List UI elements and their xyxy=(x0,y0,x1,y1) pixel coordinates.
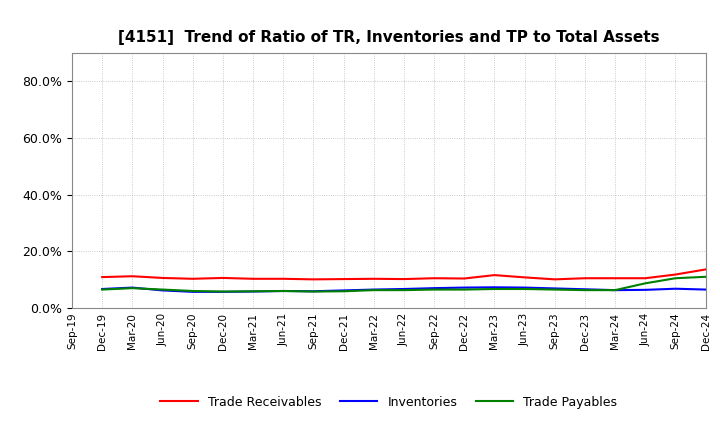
Trade Receivables xyxy=(641,275,649,281)
Trade Receivables xyxy=(98,275,107,280)
Legend: Trade Receivables, Inventories, Trade Payables: Trade Receivables, Inventories, Trade Pa… xyxy=(155,391,623,414)
Trade Receivables xyxy=(189,276,197,282)
Inventories xyxy=(128,285,137,290)
Trade Receivables xyxy=(309,277,318,282)
Trade Receivables xyxy=(400,276,408,282)
Trade Payables xyxy=(189,288,197,293)
Trade Receivables xyxy=(219,275,228,281)
Trade Receivables xyxy=(369,276,378,282)
Trade Payables xyxy=(128,286,137,291)
Inventories xyxy=(490,285,499,290)
Trade Payables xyxy=(430,287,438,292)
Inventories xyxy=(158,288,167,293)
Trade Payables xyxy=(521,286,529,292)
Inventories xyxy=(460,285,469,290)
Trade Receivables xyxy=(671,272,680,277)
Trade Payables xyxy=(98,287,107,292)
Title: [4151]  Trend of Ratio of TR, Inventories and TP to Total Assets: [4151] Trend of Ratio of TR, Inventories… xyxy=(118,29,660,45)
Trade Receivables xyxy=(339,276,348,282)
Trade Receivables xyxy=(611,275,619,281)
Trade Payables xyxy=(309,289,318,294)
Inventories xyxy=(369,287,378,292)
Trade Payables xyxy=(611,287,619,293)
Inventories xyxy=(219,289,228,294)
Trade Payables xyxy=(158,287,167,292)
Trade Receivables xyxy=(580,275,589,281)
Trade Receivables xyxy=(128,274,137,279)
Inventories xyxy=(701,287,710,292)
Trade Receivables xyxy=(460,276,469,281)
Inventories xyxy=(550,286,559,291)
Line: Trade Receivables: Trade Receivables xyxy=(102,269,706,279)
Trade Payables xyxy=(641,281,649,286)
Trade Receivables xyxy=(701,267,710,272)
Trade Payables xyxy=(248,289,257,294)
Inventories xyxy=(641,287,649,293)
Trade Payables xyxy=(279,288,287,293)
Trade Receivables xyxy=(279,276,287,282)
Inventories xyxy=(580,286,589,292)
Trade Payables xyxy=(369,287,378,293)
Inventories xyxy=(309,289,318,294)
Inventories xyxy=(430,286,438,291)
Inventories xyxy=(611,287,619,293)
Trade Payables xyxy=(550,287,559,292)
Trade Payables xyxy=(219,289,228,294)
Trade Receivables xyxy=(490,272,499,278)
Trade Payables xyxy=(580,287,589,293)
Inventories xyxy=(671,286,680,291)
Line: Trade Payables: Trade Payables xyxy=(102,277,706,292)
Inventories xyxy=(98,286,107,292)
Line: Inventories: Inventories xyxy=(102,287,706,292)
Inventories xyxy=(248,289,257,294)
Inventories xyxy=(189,289,197,294)
Trade Payables xyxy=(490,286,499,292)
Trade Receivables xyxy=(550,277,559,282)
Inventories xyxy=(279,288,287,293)
Trade Payables xyxy=(339,289,348,294)
Inventories xyxy=(339,288,348,293)
Trade Receivables xyxy=(430,275,438,281)
Inventories xyxy=(400,286,408,292)
Trade Payables xyxy=(671,275,680,281)
Trade Payables xyxy=(400,287,408,293)
Trade Receivables xyxy=(158,275,167,281)
Trade Receivables xyxy=(248,276,257,282)
Trade Payables xyxy=(701,274,710,279)
Trade Payables xyxy=(460,287,469,292)
Inventories xyxy=(521,285,529,290)
Trade Receivables xyxy=(521,275,529,280)
